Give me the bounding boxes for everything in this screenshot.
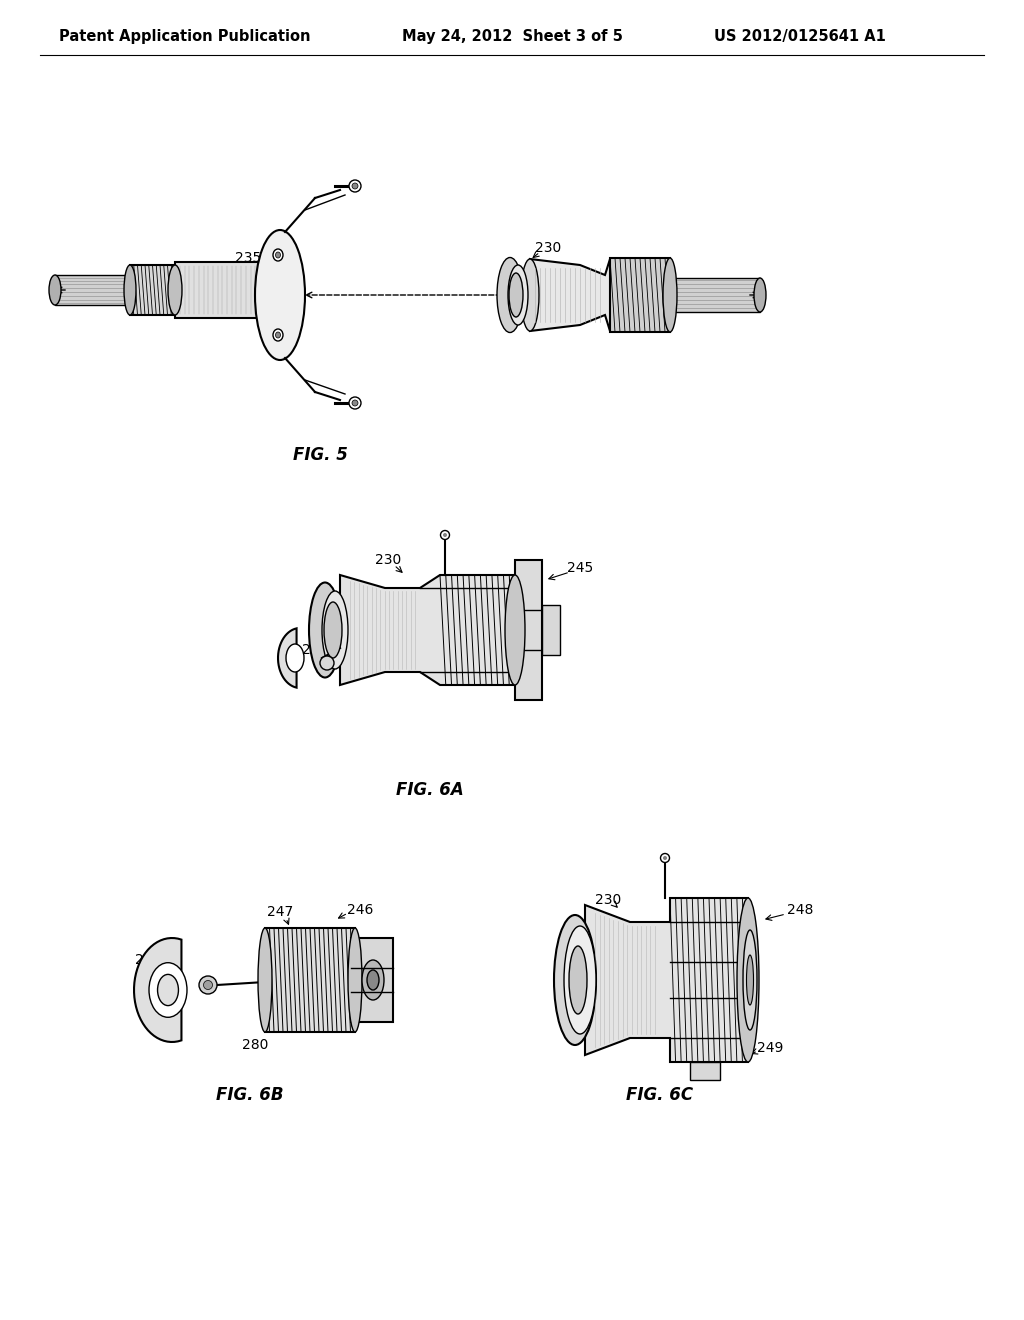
Polygon shape [279, 628, 297, 688]
Text: May 24, 2012  Sheet 3 of 5: May 24, 2012 Sheet 3 of 5 [401, 29, 623, 45]
Ellipse shape [352, 183, 358, 189]
Ellipse shape [49, 275, 61, 305]
Ellipse shape [508, 265, 528, 325]
Ellipse shape [349, 397, 361, 409]
Text: 235: 235 [234, 251, 261, 265]
Ellipse shape [521, 259, 539, 331]
Polygon shape [670, 279, 760, 312]
Ellipse shape [255, 230, 305, 360]
Ellipse shape [663, 257, 677, 333]
Polygon shape [690, 1063, 720, 1080]
Ellipse shape [564, 927, 596, 1034]
Text: FIG. 5: FIG. 5 [293, 446, 347, 465]
Text: 230: 230 [535, 242, 561, 255]
Polygon shape [55, 275, 130, 305]
Polygon shape [340, 576, 515, 685]
Ellipse shape [309, 582, 341, 677]
Text: 249: 249 [757, 1041, 783, 1055]
Polygon shape [130, 265, 175, 315]
Polygon shape [585, 898, 748, 1063]
Text: 280: 280 [242, 1038, 268, 1052]
Ellipse shape [168, 265, 182, 315]
Ellipse shape [150, 962, 187, 1018]
Ellipse shape [746, 954, 754, 1005]
Ellipse shape [737, 898, 759, 1063]
Ellipse shape [124, 265, 136, 315]
Ellipse shape [263, 281, 271, 300]
Ellipse shape [348, 928, 362, 1032]
Ellipse shape [362, 960, 384, 1001]
Ellipse shape [505, 576, 525, 685]
Text: FIG. 6C: FIG. 6C [627, 1086, 693, 1104]
Polygon shape [542, 605, 560, 655]
Ellipse shape [663, 855, 667, 861]
Polygon shape [610, 257, 670, 333]
Ellipse shape [497, 257, 523, 333]
Text: FIG. 6A: FIG. 6A [396, 781, 464, 799]
Ellipse shape [443, 533, 447, 537]
Text: 247: 247 [267, 906, 293, 919]
Ellipse shape [509, 273, 523, 317]
Text: 273: 273 [302, 643, 328, 657]
Text: Patent Application Publication: Patent Application Publication [59, 29, 310, 45]
Ellipse shape [440, 531, 450, 540]
Ellipse shape [260, 272, 274, 308]
Text: 230: 230 [595, 894, 622, 907]
Ellipse shape [275, 252, 281, 257]
Ellipse shape [349, 180, 361, 191]
Ellipse shape [367, 970, 379, 990]
Text: 245: 245 [567, 561, 593, 576]
Ellipse shape [754, 279, 766, 312]
Polygon shape [351, 939, 393, 1022]
Text: 248: 248 [786, 903, 813, 917]
Ellipse shape [258, 928, 272, 1032]
Polygon shape [175, 261, 265, 318]
Ellipse shape [322, 591, 348, 669]
Text: US 2012/0125641 A1: US 2012/0125641 A1 [714, 29, 886, 45]
Ellipse shape [273, 249, 283, 261]
Ellipse shape [569, 946, 587, 1014]
Polygon shape [134, 939, 181, 1041]
Polygon shape [530, 259, 660, 331]
Text: FIG. 6B: FIG. 6B [216, 1086, 284, 1104]
Ellipse shape [324, 602, 342, 657]
Ellipse shape [158, 974, 178, 1006]
Text: 246: 246 [347, 903, 373, 917]
Ellipse shape [275, 333, 281, 338]
Polygon shape [265, 928, 355, 1032]
Ellipse shape [554, 915, 596, 1045]
Ellipse shape [199, 975, 217, 994]
Text: 273: 273 [135, 953, 161, 968]
Ellipse shape [204, 981, 213, 990]
Ellipse shape [273, 329, 283, 341]
Text: 230: 230 [375, 553, 401, 568]
Ellipse shape [256, 261, 274, 318]
Ellipse shape [352, 400, 358, 407]
Ellipse shape [286, 644, 304, 672]
Ellipse shape [660, 854, 670, 862]
Ellipse shape [319, 656, 334, 671]
Ellipse shape [743, 931, 757, 1030]
Polygon shape [515, 560, 542, 700]
